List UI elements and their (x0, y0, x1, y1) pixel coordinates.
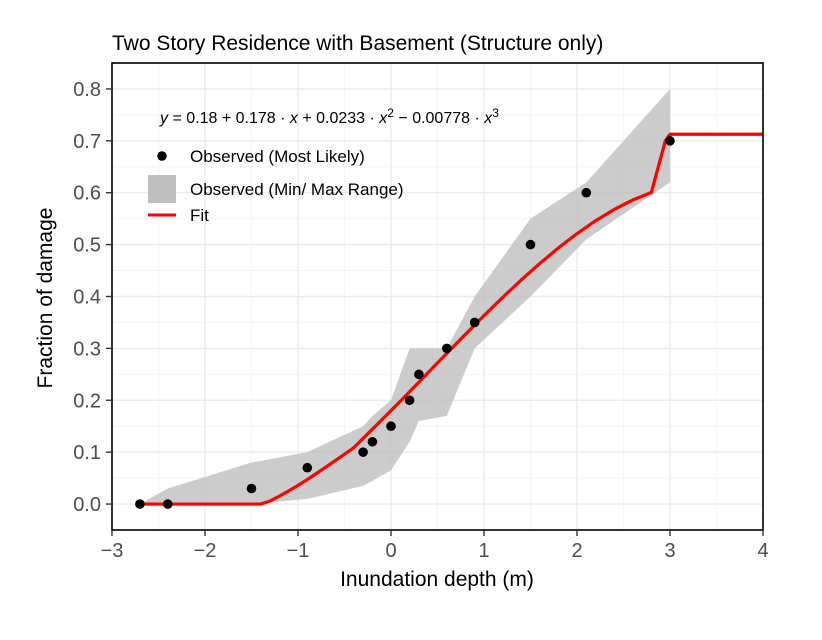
x-tick-label: −2 (194, 540, 217, 562)
y-axis-title: Fraction of damage (34, 208, 57, 389)
observed-point (525, 239, 536, 250)
x-tick-label: −3 (101, 540, 124, 562)
legend-key-observed (157, 151, 167, 161)
observed-point (469, 317, 480, 328)
observed-point (163, 499, 173, 509)
range-ribbon (139, 88, 670, 505)
observed-point (442, 343, 452, 354)
observed-point (367, 436, 378, 447)
x-tick-label: 2 (571, 540, 582, 562)
y-tick-label: 0.8 (73, 79, 101, 101)
fit-line (139, 132, 763, 506)
observed-point (386, 421, 396, 432)
y-tick-label: 0.7 (73, 131, 101, 153)
x-tick-label: 3 (664, 540, 675, 562)
legend-label-fit: Fit (190, 206, 209, 225)
observed-point (135, 499, 145, 509)
y-tick-label: 0.0 (73, 494, 101, 516)
x-tick-label: −1 (287, 540, 310, 562)
x-axis-title: Inundation depth (m) (340, 568, 534, 591)
observed-point (358, 447, 368, 457)
x-tick-label: 1 (478, 540, 489, 562)
chart-title: Two Story Residence with Basement (Struc… (112, 32, 603, 55)
fit-equation: y = 0.18 + 0.178 · x + 0.0233 · x2 − 0.0… (159, 106, 499, 127)
y-tick-label: 0.6 (73, 183, 101, 205)
observed-point (302, 462, 313, 473)
observed-point (246, 483, 257, 494)
x-tick-label: 4 (757, 540, 768, 562)
observed-point (581, 187, 592, 198)
y-tick-label: 0.4 (73, 287, 101, 309)
observed-point (665, 136, 675, 146)
y-tick-label: 0.1 (73, 442, 101, 464)
axes: −3 −2 −1 0 1 2 3 4 0.0 0.1 0.2 0.3 0.4 0.5 0.6 0.7 0.8 (73, 62, 769, 562)
legend-label-observed: Observed (Most Likely) (190, 147, 365, 166)
legend-key-range (148, 175, 176, 203)
x-tick-label: 0 (385, 540, 396, 562)
observed-point (404, 395, 415, 406)
legend-label-range: Observed (Min/ Max Range) (190, 180, 404, 199)
observed-point (414, 369, 424, 380)
y-tick-label: 0.2 (73, 390, 101, 412)
y-tick-label: 0.3 (73, 338, 101, 360)
y-tick-label: 0.5 (73, 235, 101, 257)
plot-area: y = 0.18 + 0.178 · x + 0.0233 · x2 − 0.0… (111, 62, 764, 531)
legend: Observed (Most Likely) Observed (Min/ Max… (148, 147, 404, 225)
